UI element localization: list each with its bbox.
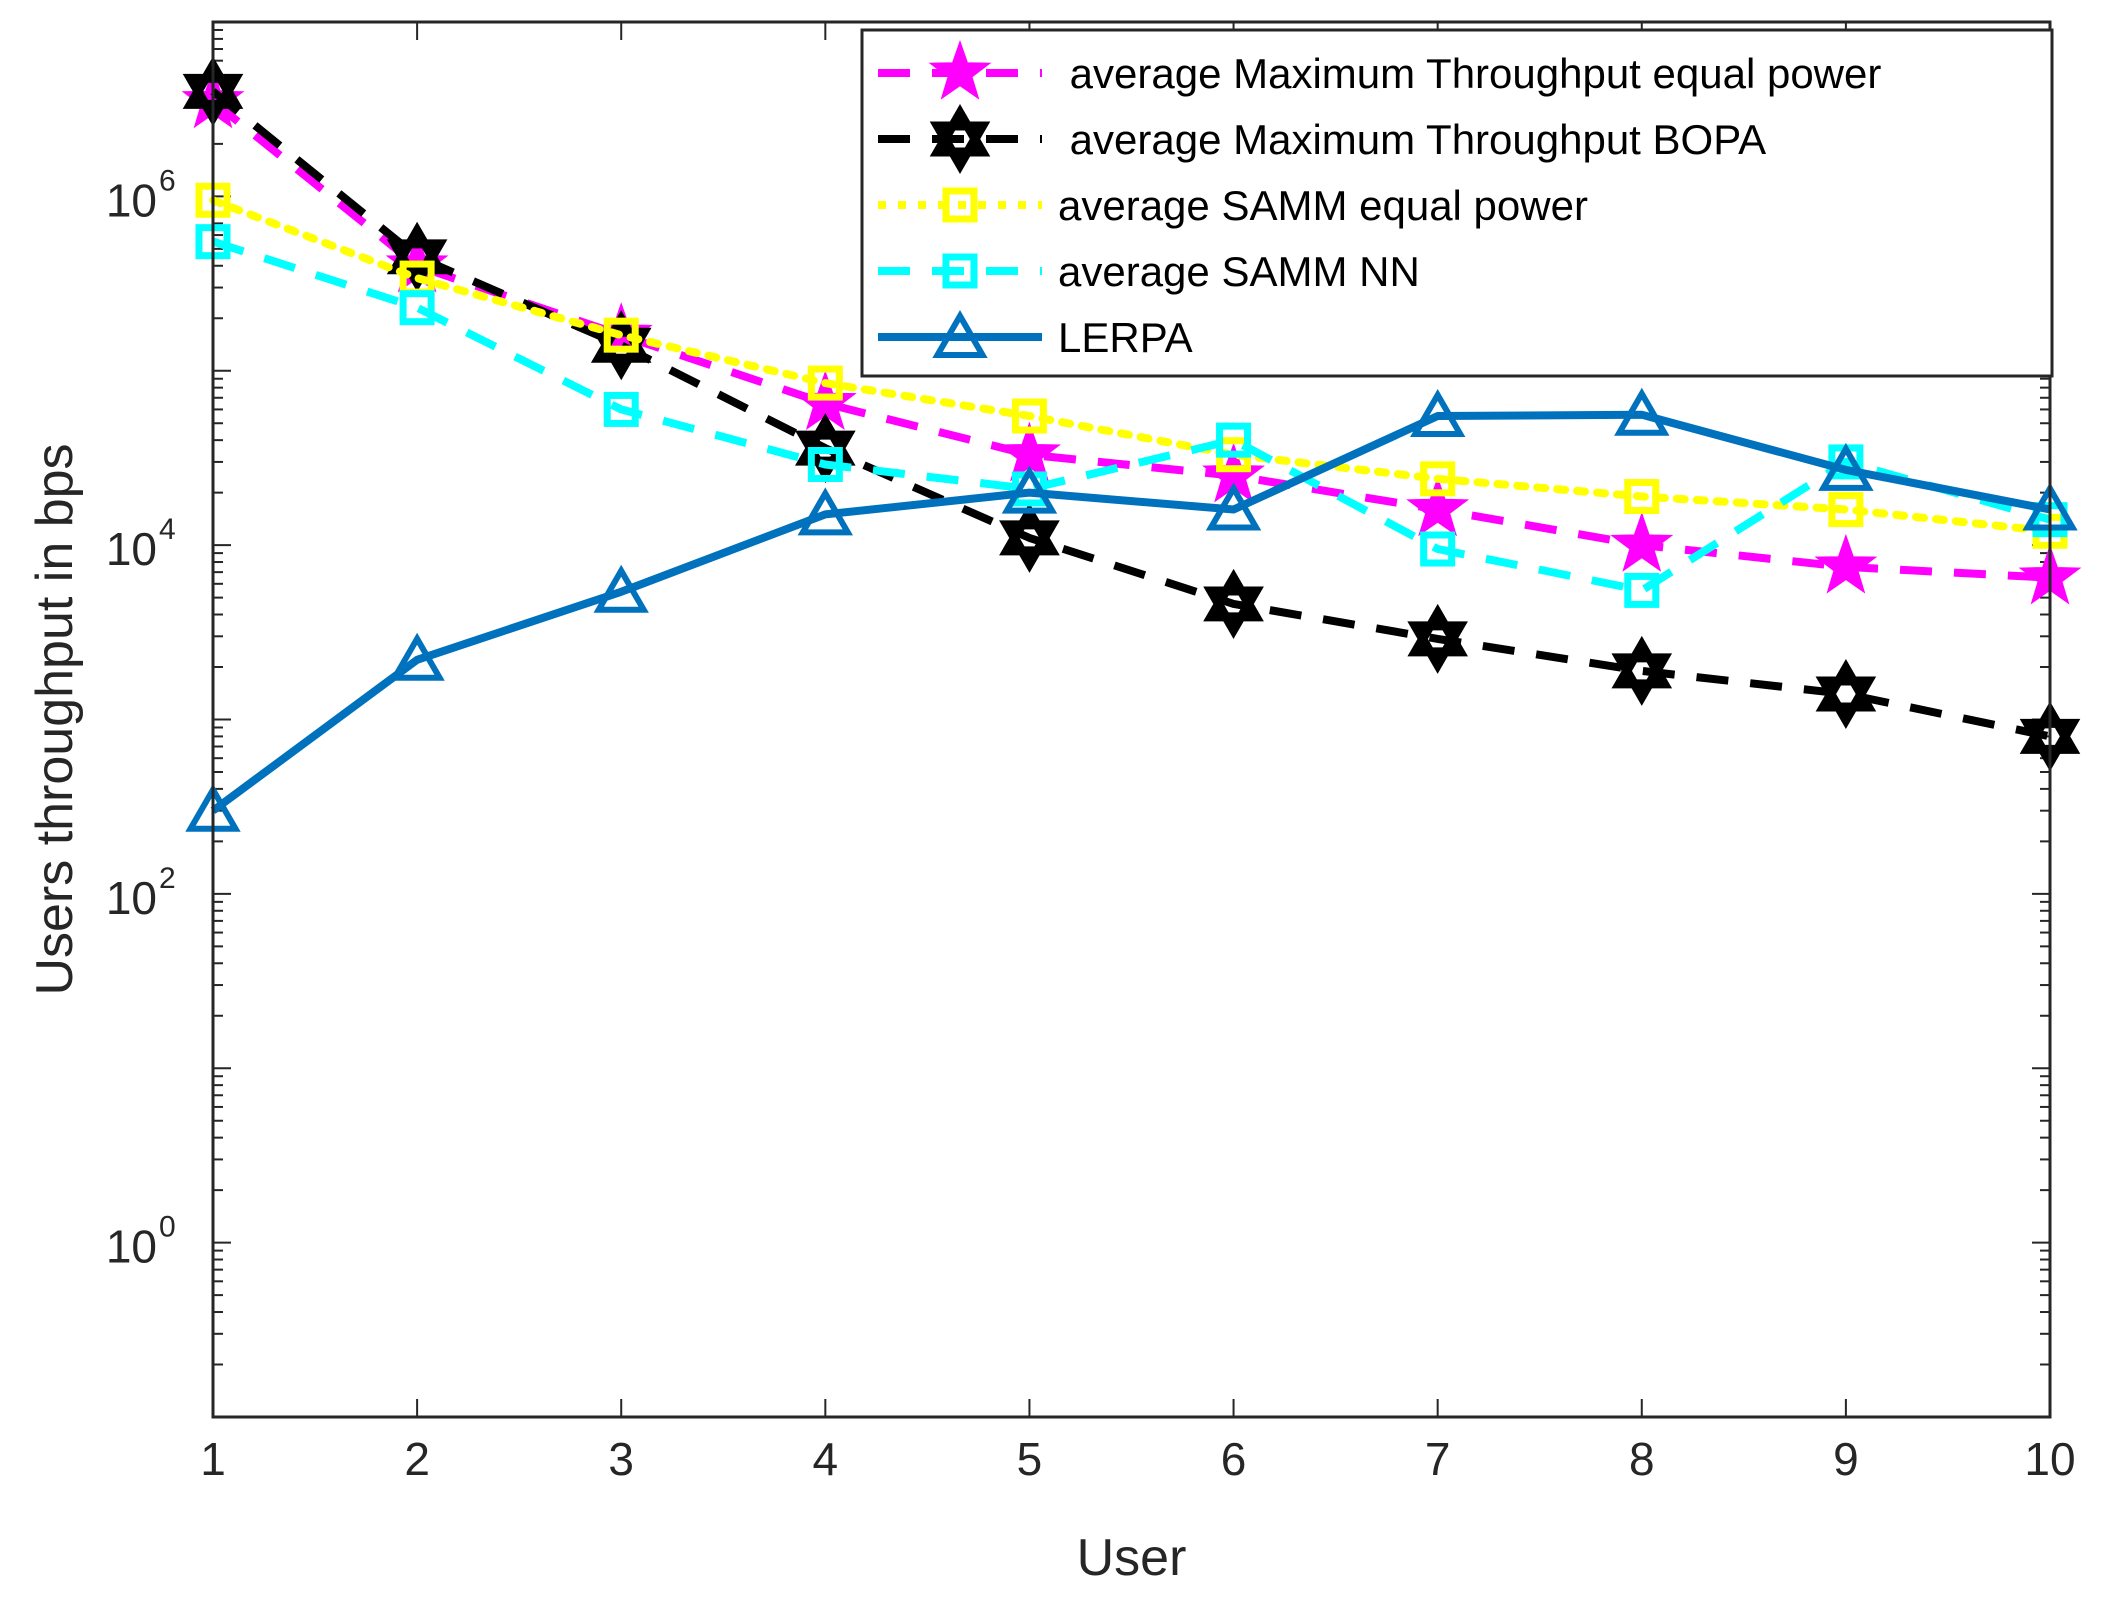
data-point	[1610, 512, 1674, 572]
data-point	[399, 290, 435, 326]
legend-entry: average Maximum Throughput equal power	[878, 39, 1881, 100]
data-point	[1420, 461, 1456, 497]
data-point	[1205, 482, 1262, 531]
x-tick-label: 5	[1017, 1433, 1043, 1485]
legend-box	[860, 28, 2054, 378]
data-point	[1011, 398, 1047, 434]
series-line	[209, 196, 2054, 536]
x-tick-label: 4	[813, 1433, 839, 1485]
y-tick-exponent: 4	[159, 513, 176, 546]
legend-entry: average SAMM equal power	[878, 182, 1588, 229]
x-tick-label: 3	[608, 1433, 634, 1485]
y-tick-exponent: 2	[159, 862, 176, 895]
legend-label: average SAMM NN	[1058, 248, 1420, 295]
series-line	[211, 237, 2052, 595]
y-tick-label: 10	[106, 174, 157, 226]
y-tick-base: 10	[106, 872, 157, 924]
data-point	[1203, 568, 1264, 639]
x-tick-label: 7	[1425, 1433, 1451, 1485]
legend-swatch-marker	[928, 39, 992, 100]
x-axis-label: User	[1077, 1529, 1187, 1587]
data-point	[1624, 479, 1660, 515]
data-point	[1624, 572, 1660, 608]
data-point	[999, 502, 1060, 573]
legend-swatch-marker	[942, 187, 978, 223]
y-tick-exponent: 6	[159, 164, 176, 197]
legend-entry: average Maximum Throughput BOPA	[878, 103, 1766, 175]
marker-part	[929, 103, 991, 157]
marker-part	[386, 221, 448, 275]
data-point	[1818, 442, 1874, 491]
y-tick-base: 10	[106, 1221, 157, 1273]
data-point	[1410, 388, 1466, 437]
x-tick-labels: 1 2 3 4 5 6 7 8 9 10	[200, 1433, 2075, 1485]
data-point	[1611, 635, 1673, 706]
series-line	[210, 88, 2051, 741]
marker-part	[1407, 603, 1468, 657]
data-point	[1815, 658, 1877, 730]
y-tick-exponent: 0	[159, 1211, 176, 1244]
data-point	[1406, 476, 1470, 537]
legend: average Maximum Throughput equal power a…	[860, 28, 2054, 378]
legend-label: average Maximum Throughput BOPA	[1058, 116, 1766, 163]
y-tick-label: 10	[106, 523, 157, 575]
y-tick-label: 10	[106, 872, 157, 924]
x-tick-label: 1	[200, 1433, 226, 1485]
marker-part	[1815, 658, 1877, 712]
data-point	[603, 317, 639, 353]
series-lerpa	[185, 387, 2078, 832]
data-point	[1216, 422, 1252, 458]
data-point	[807, 365, 843, 401]
data-point	[389, 632, 445, 681]
plot-frame	[211, 20, 2052, 1419]
data-point	[593, 564, 649, 613]
series-line	[210, 98, 2051, 582]
marker-part	[999, 502, 1060, 556]
data-point	[1407, 603, 1468, 674]
marker-part	[1815, 676, 1877, 730]
data-point	[1614, 387, 1670, 436]
data-point	[1420, 531, 1456, 567]
marker-part	[1203, 586, 1264, 639]
legend-swatch-marker	[932, 309, 988, 358]
legend-label: average Maximum Throughput equal power	[1058, 50, 1881, 97]
data-point	[807, 446, 843, 482]
data-point	[797, 487, 853, 536]
x-tick-label: 2	[404, 1433, 430, 1485]
series-average-samm-equal-power	[195, 182, 2068, 549]
y-tick-label: 10	[106, 1221, 157, 1273]
marker-part	[929, 121, 991, 175]
data-point	[1001, 465, 1058, 514]
x-tick-label: 9	[1833, 1433, 1859, 1485]
y-axis-label: Users throughput in bps	[26, 443, 84, 995]
x-tick-label: 6	[1221, 1433, 1247, 1485]
legend-label: average SAMM equal power	[1058, 182, 1588, 229]
data-point	[1828, 492, 1864, 528]
legend-entry: average SAMM NN	[878, 248, 1420, 295]
marker-part	[999, 520, 1060, 573]
legend-entry: LERPA	[878, 309, 1193, 361]
marker-part	[1203, 568, 1264, 622]
legend-swatch-marker	[942, 253, 978, 289]
data-point	[1814, 533, 1878, 594]
marker-part	[1611, 635, 1673, 689]
marker-part	[1611, 653, 1673, 706]
x-tick-label: 8	[1629, 1433, 1655, 1485]
x-tick-label: 10	[2024, 1433, 2075, 1485]
marker-part	[1407, 621, 1468, 674]
y-tick-base: 10	[106, 174, 157, 226]
legend-label: LERPA	[1058, 314, 1193, 361]
legend-swatch-marker	[929, 103, 991, 175]
series-line	[210, 410, 2051, 814]
data-point	[603, 391, 639, 427]
y-tick-base: 10	[106, 523, 157, 575]
